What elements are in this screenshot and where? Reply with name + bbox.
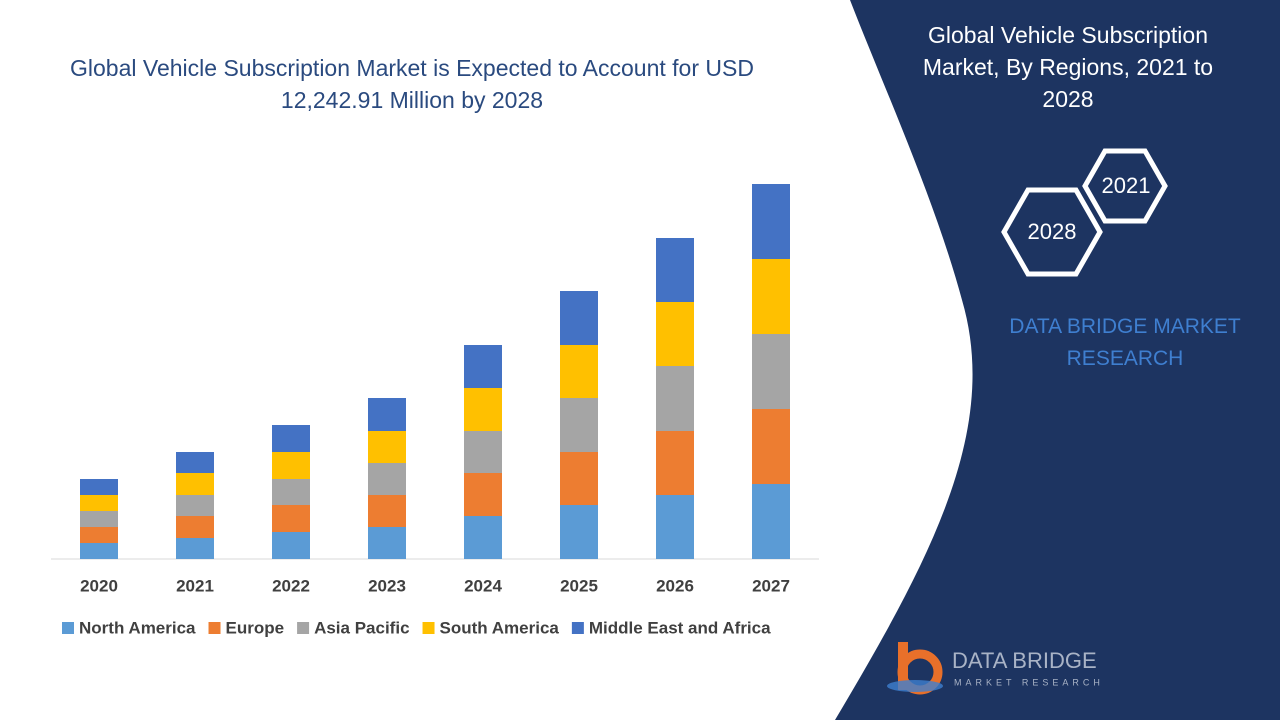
hexagon — [1001, 187, 1103, 277]
side-panel — [835, 0, 1280, 720]
bar-segment — [464, 431, 502, 473]
bar-segment — [368, 527, 406, 559]
bar-segment — [752, 259, 790, 334]
bar-segment — [80, 543, 118, 559]
x-tick-label: 2026 — [656, 576, 694, 595]
logo-tagline: MARKET RESEARCH — [954, 677, 1104, 687]
bar-segment — [560, 452, 598, 505]
bar-segment — [656, 431, 694, 495]
x-tick-label: 2022 — [272, 576, 310, 595]
bar-segment — [80, 495, 118, 511]
hexagon — [1082, 148, 1168, 224]
bar-segment — [176, 473, 214, 495]
bar-segment — [176, 516, 214, 538]
x-tick-label: 2025 — [560, 576, 598, 595]
legend-label: Europe — [226, 618, 285, 637]
hexagon-label: 2021 — [1102, 173, 1151, 198]
legend-swatch — [571, 622, 584, 634]
bar-segment — [272, 505, 310, 532]
bar-segment — [80, 511, 118, 527]
logo-icon — [887, 642, 943, 695]
x-tick-label: 2021 — [176, 576, 214, 595]
bar-segment — [752, 184, 790, 259]
legend-label: North America — [79, 618, 196, 637]
legend-label: Middle East and Africa — [589, 618, 771, 637]
bar-segment — [656, 495, 694, 559]
legend-label: Asia Pacific — [314, 618, 409, 637]
bar-segment — [368, 431, 406, 463]
bar-segment — [368, 398, 406, 431]
bar-segment — [176, 452, 214, 473]
bar-segment — [272, 479, 310, 505]
legend-label: South America — [440, 618, 560, 637]
bar-segment — [656, 302, 694, 366]
bar-segment — [560, 505, 598, 559]
chart-title: Global Vehicle Subscription Market is Ex… — [70, 55, 754, 113]
bar-segment — [368, 463, 406, 495]
x-tick-label: 2027 — [752, 576, 790, 595]
bar-segment — [272, 425, 310, 452]
panel-title: Global Vehicle Subscription Market, By R… — [922, 22, 1214, 112]
bar-segment — [560, 345, 598, 398]
bar-segment — [752, 334, 790, 409]
bar-segment — [656, 238, 694, 302]
legend-swatch — [422, 622, 435, 634]
x-tick-label: 2020 — [80, 576, 118, 595]
bar-segment — [560, 291, 598, 345]
bar-segment — [656, 366, 694, 431]
bar-segment — [752, 409, 790, 484]
hexagon-label: 2028 — [1028, 219, 1077, 244]
bar-segment — [464, 345, 502, 388]
x-tick-label: 2023 — [368, 576, 406, 595]
bar-segment — [80, 527, 118, 543]
legend-swatch — [62, 622, 74, 634]
bar-segment — [464, 473, 502, 516]
bar-segment — [368, 495, 406, 527]
bar-segment — [80, 479, 118, 495]
bar-segment — [464, 388, 502, 431]
legend-swatch — [208, 622, 221, 634]
brand-text: DATA BRIDGE MARKET RESEARCH — [1009, 315, 1241, 370]
bar-segment — [176, 538, 214, 559]
bar-segment — [272, 452, 310, 479]
bar-segment — [272, 532, 310, 559]
bar-segment — [176, 495, 214, 516]
bar-segment — [560, 398, 598, 452]
logo-name: DATA BRIDGE — [952, 648, 1097, 673]
bar-segment — [752, 484, 790, 559]
logo-shape — [887, 680, 943, 692]
bar-segment — [464, 516, 502, 559]
legend-swatch — [297, 622, 310, 634]
x-tick-label: 2024 — [464, 576, 502, 595]
